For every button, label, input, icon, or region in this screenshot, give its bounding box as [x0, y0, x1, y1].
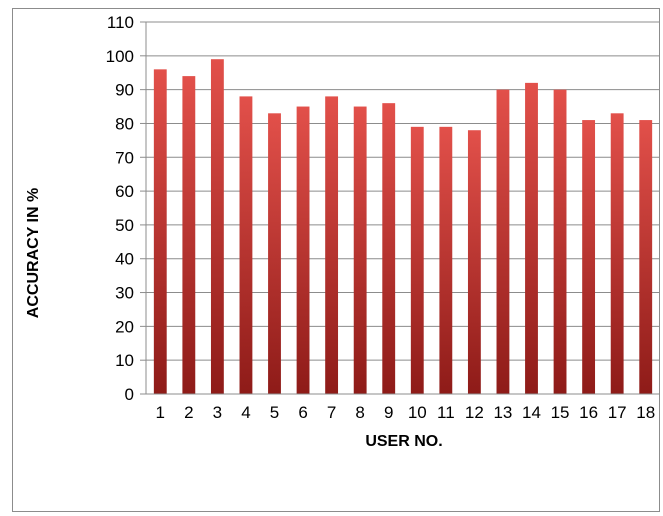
x-tick-label: 1 [156, 403, 165, 422]
x-tick-label: 14 [522, 403, 541, 422]
y-tick-label: 70 [115, 148, 134, 167]
x-tick-label: 4 [241, 403, 250, 422]
x-axis-title: USER NO. [365, 433, 442, 450]
bar-user-8 [353, 106, 367, 394]
x-tick-label: 6 [298, 403, 307, 422]
y-tick-label: 50 [115, 216, 134, 235]
bar-user-17 [610, 113, 624, 395]
x-tick-label: 10 [408, 403, 427, 422]
y-tick-label: 20 [115, 317, 134, 336]
y-tick-label: 0 [125, 385, 134, 404]
bar-user-10 [410, 126, 424, 394]
x-tick-label: 18 [636, 403, 655, 422]
x-tick-label: 16 [579, 403, 598, 422]
y-tick-label: 60 [115, 182, 134, 201]
bar-user-12 [467, 130, 481, 394]
x-tick-label: 5 [270, 403, 279, 422]
bar-user-4 [239, 96, 253, 395]
x-tick-label: 8 [355, 403, 364, 422]
bar-user-15 [553, 89, 567, 395]
y-tick-label: 10 [115, 351, 134, 370]
bar-user-14 [525, 82, 538, 394]
bar-user-18 [639, 120, 653, 394]
bar-user-1 [153, 69, 167, 394]
y-tick-label: 40 [115, 250, 134, 269]
x-tick-label: 13 [493, 403, 512, 422]
bar-user-9 [382, 103, 396, 394]
bar-user-3 [210, 59, 224, 394]
y-axis-title: ACCURACY IN % [25, 188, 42, 318]
bar-user-2 [182, 76, 196, 394]
y-tick-label: 30 [115, 284, 134, 303]
y-tick-label: 100 [106, 47, 134, 66]
bar-user-6 [296, 106, 310, 394]
bar-user-13 [496, 89, 510, 395]
x-tick-label: 17 [608, 403, 627, 422]
x-tick-label: 3 [213, 403, 222, 422]
x-tick-label: 9 [384, 403, 393, 422]
bar-user-11 [439, 126, 453, 394]
y-tick-label: 90 [115, 81, 134, 100]
bar-user-5 [268, 113, 281, 395]
bar-user-16 [582, 120, 596, 394]
y-tick-label: 110 [107, 13, 134, 32]
x-tick-label: 11 [437, 403, 455, 422]
bar-user-7 [325, 96, 339, 395]
x-tick-label: 15 [551, 403, 570, 422]
x-tick-label: 7 [327, 403, 336, 422]
x-tick-label: 12 [465, 403, 484, 422]
x-tick-label: 2 [184, 403, 193, 422]
y-tick-label: 80 [115, 114, 134, 133]
